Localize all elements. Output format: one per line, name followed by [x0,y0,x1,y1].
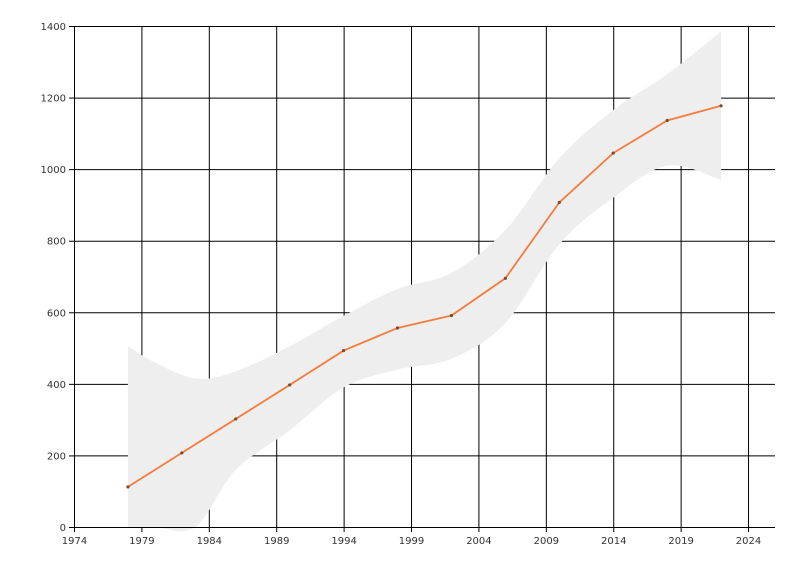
x-tick-label: 1984 [197,536,222,547]
x-tick-label: 2019 [668,536,693,547]
data-point [234,417,238,421]
y-tick-label: 400 [47,380,66,391]
data-point [557,200,561,205]
x-tick-label: 1994 [331,536,356,547]
tick-labels: 0 200 400 600 800 1000 1200 1400 1974 1979 1984 198… [41,22,762,547]
data-point [719,104,723,108]
data-point [665,118,669,123]
x-tick-label: 1979 [129,536,154,547]
data-point [180,451,184,455]
data-point [288,383,292,387]
x-tick-label: 2014 [601,536,626,547]
y-tick-label: 600 [47,308,66,319]
data-point [449,313,454,318]
y-tick-label: 800 [47,237,66,248]
confidence-band-layer [127,31,722,532]
y-tick-label: 200 [47,451,66,462]
y-tick-label: 1400 [41,22,66,33]
series-markers [126,104,723,489]
x-tick-label: 1999 [399,536,424,547]
y-tick-label: 0 [60,523,66,534]
data-point [503,276,507,280]
y-tick-label: 1200 [41,94,66,105]
x-tick-label: 1974 [62,536,87,547]
y-tick-label: 1000 [41,165,66,176]
axes [69,26,775,532]
x-tick-label: 2004 [466,536,491,547]
series-line [127,104,722,488]
data-point [342,348,346,353]
data-point [126,485,130,489]
x-tick-label: 1989 [264,536,289,547]
x-tick-label: 2024 [736,536,761,547]
series-line-layer [127,104,722,488]
data-point [611,151,615,155]
x-tick-label: 2009 [534,536,559,547]
data-point [395,326,400,330]
confidence-band [127,31,722,532]
